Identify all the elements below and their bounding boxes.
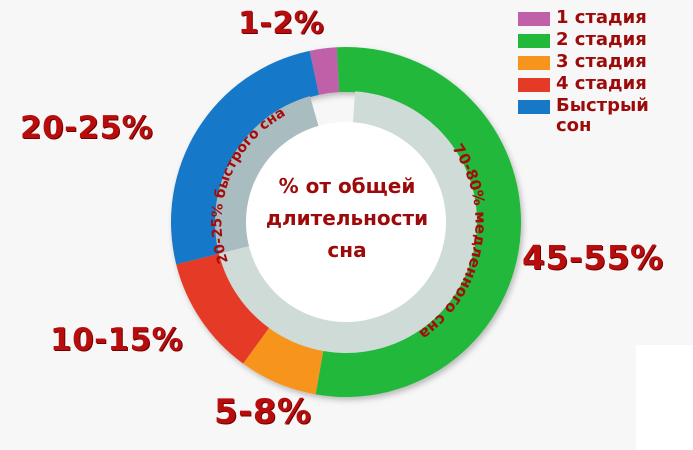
segment-stage3 <box>243 327 324 395</box>
rem-percent-label: 20-25% <box>20 110 154 146</box>
legend-item-rem: Быстрый сон <box>518 96 649 140</box>
segment-stage2 <box>315 47 521 397</box>
legend-swatch <box>518 56 550 70</box>
stage1-percent-label: 1-2% <box>238 6 325 41</box>
inner-ring <box>215 91 478 354</box>
center-disc <box>246 122 446 322</box>
stage3-percent-label: 5-8% <box>214 392 312 432</box>
corner-white-box <box>636 345 693 450</box>
legend-item-stage3: 3 стадия <box>518 52 649 74</box>
stage4-percent-label: 10-15% <box>50 322 184 358</box>
legend-swatch <box>518 12 550 26</box>
stage2-percent-label: 45-55% <box>522 238 664 277</box>
outer-ring <box>170 47 521 397</box>
legend-swatch <box>518 100 550 114</box>
legend: 1 стадия 2 стадия 3 стадия 4 стадия Быст… <box>518 8 649 140</box>
center-line-1: % от общей <box>278 174 416 198</box>
center-line-2: длительности <box>265 206 429 230</box>
legend-swatch <box>518 34 550 48</box>
center-line-3: сна <box>327 238 367 262</box>
legend-item-stage4: 4 стадия <box>518 74 649 96</box>
chart-center-title: % от общей длительности сна <box>252 170 442 266</box>
legend-item-stage2: 2 стадия <box>518 30 649 52</box>
legend-swatch <box>518 78 550 92</box>
segment-rem <box>170 50 319 265</box>
legend-item-stage1: 1 стадия <box>518 8 649 30</box>
inner-segment-rem <box>215 96 319 254</box>
segment-stage4 <box>176 253 270 364</box>
segment-stage1 <box>309 47 340 95</box>
